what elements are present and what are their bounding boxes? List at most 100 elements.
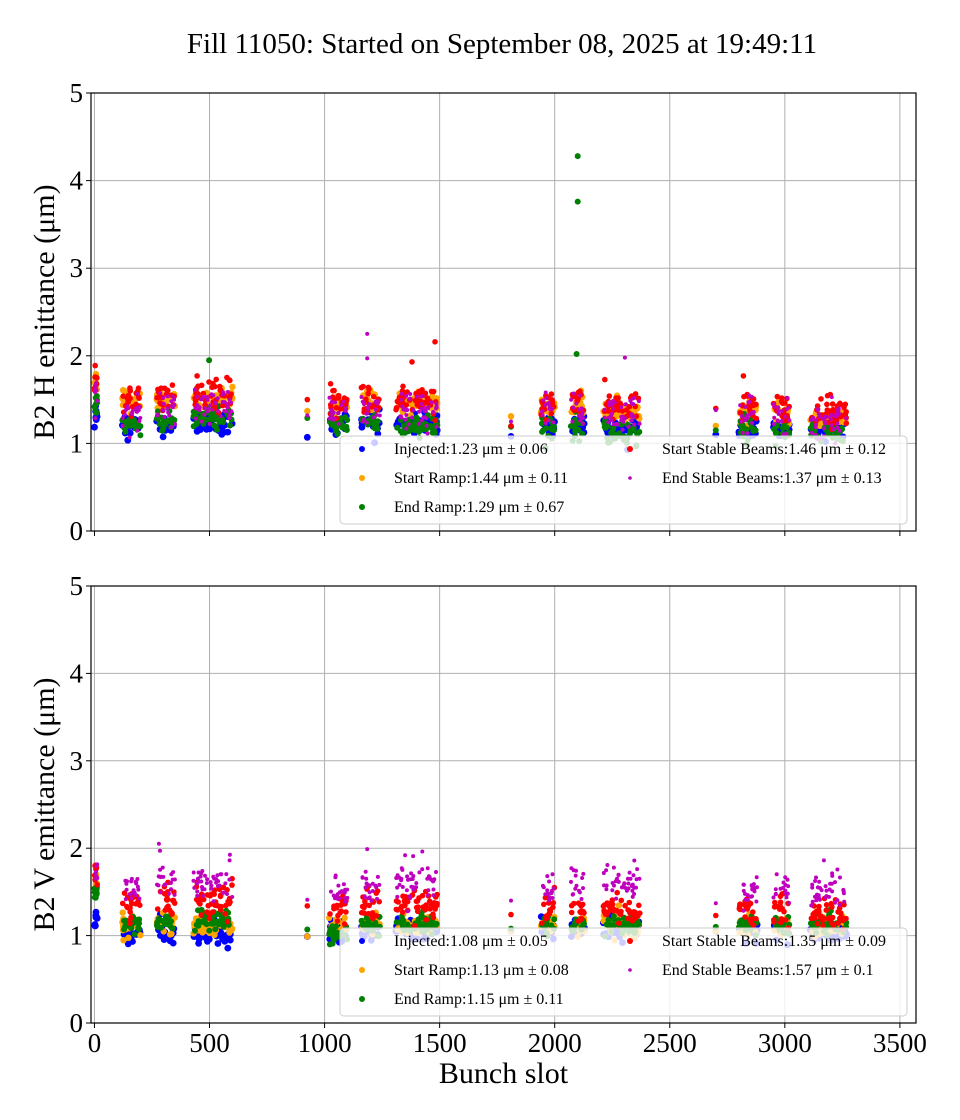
data-point bbox=[609, 906, 615, 913]
data-point bbox=[341, 921, 348, 927]
data-point bbox=[203, 873, 207, 878]
data-point bbox=[327, 381, 334, 387]
data-point bbox=[403, 417, 408, 422]
data-point bbox=[752, 888, 757, 892]
data-point bbox=[602, 407, 607, 412]
data-point bbox=[823, 884, 828, 889]
data-point bbox=[411, 854, 416, 859]
axes-frame bbox=[90, 585, 917, 1024]
x-tick-label: 2500 bbox=[643, 1028, 697, 1058]
data-point bbox=[781, 880, 786, 885]
data-point bbox=[632, 395, 637, 400]
data-point bbox=[609, 897, 616, 903]
data-point bbox=[193, 896, 200, 903]
data-point bbox=[156, 874, 161, 879]
data-point bbox=[404, 426, 409, 431]
data-point bbox=[332, 416, 337, 421]
data-point bbox=[742, 425, 749, 432]
data-point bbox=[777, 899, 784, 905]
data-point bbox=[335, 912, 341, 919]
data-point bbox=[137, 932, 144, 939]
data-point bbox=[404, 888, 409, 893]
data-point bbox=[784, 895, 789, 900]
data-point bbox=[215, 884, 220, 889]
data-point bbox=[602, 376, 608, 383]
axis-ticks: 0 1 2 3 4 5 bbox=[70, 78, 901, 546]
axes-horizontal-emittance: 0 1 2 3 4 5 B2 H emittance (μm) Injected:1.23… bbox=[28, 78, 917, 546]
data-point bbox=[424, 416, 429, 421]
legend: Injected:1.23 μm ± 0.06 Start Ramp:1.44 μ… bbox=[339, 435, 908, 525]
data-point bbox=[406, 422, 411, 427]
y-tick-label: 0 bbox=[70, 516, 84, 546]
data-point bbox=[814, 875, 818, 880]
data-point bbox=[216, 418, 223, 425]
data-point bbox=[774, 393, 781, 400]
data-point bbox=[616, 879, 621, 884]
data-point bbox=[204, 881, 209, 886]
data-point bbox=[411, 923, 418, 929]
data-point bbox=[224, 428, 232, 436]
data-point bbox=[191, 878, 196, 883]
data-point bbox=[625, 915, 631, 922]
legend-marker bbox=[628, 476, 632, 480]
data-point bbox=[229, 409, 234, 414]
data-point bbox=[614, 406, 621, 412]
data-point bbox=[222, 911, 228, 917]
data-point bbox=[838, 875, 842, 880]
data-point bbox=[630, 914, 637, 921]
data-point bbox=[741, 908, 746, 913]
data-point bbox=[395, 894, 400, 899]
data-point bbox=[434, 424, 439, 429]
data-point bbox=[199, 419, 204, 424]
data-point bbox=[738, 917, 745, 924]
data-point bbox=[408, 392, 413, 396]
data-point bbox=[163, 882, 167, 887]
data-point bbox=[173, 422, 177, 427]
data-point bbox=[426, 893, 431, 898]
legend-marker bbox=[359, 446, 365, 452]
data-point bbox=[207, 421, 212, 426]
data-point bbox=[229, 400, 233, 405]
data-point bbox=[154, 394, 160, 401]
data-point bbox=[329, 940, 336, 947]
data-point bbox=[201, 919, 208, 926]
data-point bbox=[783, 888, 788, 893]
data-point bbox=[509, 419, 513, 424]
data-point bbox=[610, 881, 615, 885]
data-point bbox=[745, 431, 750, 436]
y-axis-label: B2 H emittance (μm) bbox=[28, 184, 61, 439]
data-point bbox=[629, 418, 634, 423]
data-point bbox=[393, 898, 400, 904]
data-point bbox=[713, 901, 718, 906]
data-point bbox=[423, 902, 429, 908]
data-point bbox=[824, 401, 830, 408]
data-point bbox=[212, 383, 218, 390]
data-point bbox=[624, 888, 629, 893]
data-point bbox=[813, 879, 818, 883]
data-point bbox=[784, 407, 789, 412]
legend-item: Start Stable Beams:1.46 μm ± 0.12 bbox=[627, 441, 886, 458]
data-point bbox=[161, 395, 166, 400]
data-point bbox=[194, 373, 200, 379]
data-point bbox=[713, 912, 719, 919]
data-point bbox=[634, 885, 638, 890]
data-point bbox=[431, 893, 436, 898]
data-point bbox=[375, 874, 380, 879]
legend-label: Injected:1.08 μm ± 0.05 bbox=[394, 933, 548, 950]
data-point bbox=[416, 409, 421, 414]
data-point bbox=[829, 413, 834, 418]
data-point bbox=[208, 403, 213, 408]
data-point bbox=[810, 882, 815, 887]
data-point bbox=[543, 390, 548, 395]
data-point bbox=[201, 394, 206, 399]
data-point bbox=[737, 901, 743, 907]
data-point bbox=[778, 919, 784, 926]
data-point bbox=[546, 911, 553, 917]
data-point bbox=[411, 886, 416, 891]
axis-ticks: 0 500 1000 1500 2000 2500 3000 3500 0 1 2 3 4 5 bbox=[70, 571, 927, 1058]
data-point bbox=[333, 400, 338, 405]
data-point bbox=[842, 899, 847, 904]
data-point bbox=[622, 902, 628, 909]
data-point bbox=[226, 377, 233, 383]
data-point bbox=[337, 406, 344, 412]
